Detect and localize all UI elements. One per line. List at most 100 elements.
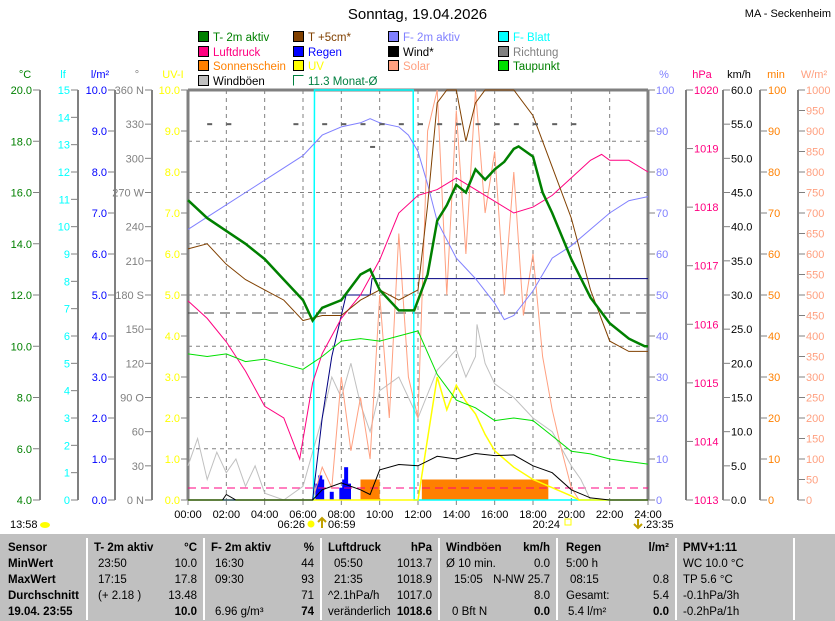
pmv-dewpoint: TP 5.6 °C — [683, 574, 733, 586]
axis-tick-label: 90 — [768, 126, 780, 138]
legend-label: Richtung — [513, 46, 559, 59]
axis-tick-label: 9 — [64, 249, 70, 261]
sunshine-bar — [360, 479, 380, 500]
gust-max: N-NW 25.7 — [493, 574, 550, 586]
gust-beaufort: 0 Bft N — [452, 606, 488, 618]
axis-tick-label: 30 — [768, 372, 780, 384]
axis-tick-label: 0.0 — [92, 495, 107, 507]
press-current: 1018.6 — [396, 606, 432, 618]
legend-item: UV — [293, 60, 324, 74]
sunset-icon — [564, 518, 572, 526]
press-trend: ^2.1hPa/h — [328, 590, 380, 602]
axis-tick-label: 180 S — [115, 290, 144, 302]
rain-bar — [344, 467, 349, 500]
axis-tick-label: 8.0 — [165, 167, 180, 179]
rain-bar — [339, 487, 344, 500]
x-axis-tick-label: 24:00 — [634, 509, 662, 521]
page-title: Sonntag, 19.04.2026 — [347, 6, 488, 23]
axis-tick-label: 0.0 — [165, 495, 180, 507]
axis-tick-label: 40 — [768, 331, 780, 343]
axis-tick-label: 750 — [806, 188, 824, 200]
wind-direction-point — [341, 123, 347, 126]
axis-tick-label: 120 — [126, 358, 144, 370]
axis-tick-label: 16.0 — [11, 188, 32, 200]
axis-tick-label: 7 — [64, 304, 70, 316]
axis-tick-label: 8.0 — [92, 167, 107, 179]
series-line-wind- — [188, 452, 648, 501]
axis-tick-label: 240 — [126, 222, 144, 234]
rain-bar — [315, 483, 320, 500]
axis-tick-label: 300 — [126, 153, 144, 165]
rain-max: 0.8 — [653, 574, 669, 586]
legend-item: T +5cm* — [293, 31, 351, 45]
gust-header: Windböen — [446, 542, 502, 554]
axis-tick-label: 950 — [806, 106, 824, 118]
axis-unit-label: % — [659, 69, 669, 81]
legend-label: T- 2m aktiv — [213, 32, 270, 44]
axis-tick-label: 100 — [806, 454, 824, 466]
series-line-t-2m-aktiv — [187, 144, 648, 348]
axis-tick-label: 3.0 — [92, 372, 107, 384]
axis-tick-label: 850 — [806, 147, 824, 159]
axis-tick-label: 800 — [806, 167, 824, 179]
sunrise-arrow-icon — [317, 516, 327, 528]
wind-direction-point — [322, 123, 328, 126]
axis-tick-label: 20 — [768, 413, 780, 425]
legend-swatch — [498, 31, 509, 42]
col-humidity: F- 2m aktiv % 16:30 44 09:30 93 71 6.96 … — [205, 538, 322, 620]
sunrise-time-label: 06:26 — [277, 519, 305, 531]
wind-direction-point — [552, 123, 558, 126]
legend-label: Sonnenschein — [213, 61, 286, 73]
axis-tick-label: 9.0 — [165, 126, 180, 138]
axis-tick-label: 8.0 — [17, 393, 32, 405]
temp-current: 10.0 — [174, 606, 197, 618]
pmv-header: PMV+1:11 — [683, 542, 738, 554]
axis-tick-label: 4.0 — [92, 331, 107, 343]
weather-chart: °C4.06.08.010.012.014.016.018.020.0lf012… — [10, 69, 830, 531]
pmv-windchill: WC 10.0 °C — [683, 558, 744, 570]
axis-tick-label: 15 — [58, 85, 70, 97]
sensor-header: Sensor — [8, 542, 47, 554]
axis-tick-label: 500 — [806, 290, 824, 302]
col-sensor: Sensor MinWert MaxWert Durchschnitt 19.0… — [0, 538, 88, 620]
axis-unit-label: km/h — [727, 69, 751, 81]
axis-tick-label: 50.0 — [731, 153, 752, 165]
legend-item: Regen — [293, 45, 342, 60]
hum-header: F- 2m aktiv — [211, 542, 272, 554]
axis-tick-label: 14 — [58, 112, 70, 124]
axis-tick-label: 2 — [64, 440, 70, 452]
x-axis-tick-label: 22:00 — [596, 509, 624, 521]
legend-swatch — [198, 45, 209, 57]
axis-tick-label: 330 — [126, 119, 144, 131]
rain-current: 0.0 — [653, 606, 669, 618]
axis-unit-label: l/m² — [91, 69, 110, 81]
legend-label: Taupunkt — [513, 61, 560, 73]
axis-tick-label: 20.0 — [731, 358, 752, 370]
x-axis-tick-label: 20:00 — [558, 509, 586, 521]
wind-direction-point — [207, 123, 213, 126]
axis-tick-label: 1014 — [694, 436, 718, 448]
legend-label: F- 2m aktiv — [403, 32, 460, 44]
x-axis-tick-label: 16:00 — [481, 509, 509, 521]
axis-tick-label: 10.0 — [86, 85, 107, 97]
axis-tick-label: 6.0 — [17, 444, 32, 456]
wind-direction-point — [437, 123, 443, 126]
gust-max-time: 15:05 — [454, 574, 483, 586]
axis-tick-label: 10.0 — [159, 85, 180, 97]
rain-unit: l/m² — [648, 542, 669, 554]
temp-avg: 13.48 — [168, 590, 197, 602]
x-axis-tick-label: 12:00 — [404, 509, 432, 521]
series-line-windb-en — [187, 324, 648, 501]
axis-tick-label: 1013 — [694, 495, 718, 507]
axis-tick-label: 4.0 — [165, 331, 180, 343]
wind-direction-point — [418, 123, 423, 126]
temp-max-time: 17:15 — [98, 574, 127, 586]
rain-duration: 5:00 h — [566, 558, 598, 570]
gust-avg10: 0.0 — [534, 558, 550, 570]
axis-tick-label: 8 — [64, 276, 70, 288]
axis-tick-label: 55.0 — [731, 119, 752, 131]
axis-tick-label: 12 — [58, 167, 70, 179]
legend-swatch — [498, 60, 509, 71]
moon-icon — [40, 522, 50, 528]
sunshine-bar — [421, 479, 549, 500]
